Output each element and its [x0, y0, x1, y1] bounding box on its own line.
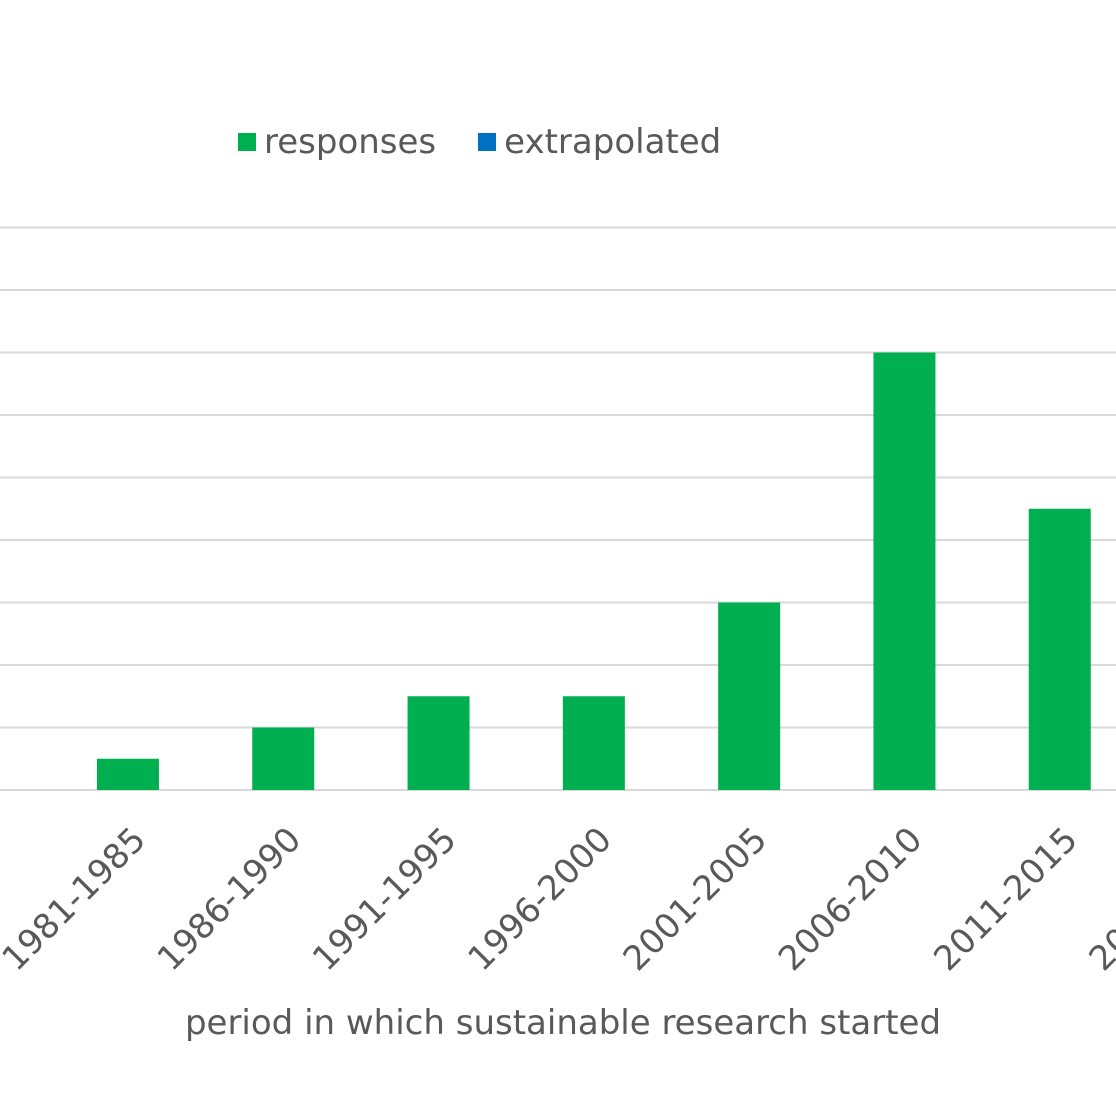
bar-responses-2001-2005 — [718, 602, 781, 790]
legend-swatch-extrapolated — [478, 133, 497, 151]
legend-item-responses: responses — [238, 122, 436, 162]
legend-item-extrapolated: extrapolated — [478, 122, 721, 162]
x-tick-label: 1986-1990 — [150, 820, 309, 979]
bar-responses-1981-1985 — [96, 758, 159, 790]
bar-responses-1996-2000 — [562, 696, 625, 790]
legend-swatch-responses — [238, 133, 256, 151]
bars — [96, 352, 1091, 790]
bar-responses-2011-2015 — [1028, 508, 1091, 790]
bar-responses-1986-1990 — [252, 727, 315, 790]
x-tick-label: 2001-2005 — [616, 820, 775, 979]
legend: responses extrapolated — [238, 122, 763, 162]
x-tick-label: 2011-2015 — [926, 820, 1085, 979]
x-tick-label: 1981-1985 — [0, 820, 154, 979]
x-axis-title: period in which sustainable research sta… — [184, 1003, 942, 1043]
gridlines — [0, 226, 1116, 729]
x-tick-label: 2006-2010 — [771, 820, 930, 979]
legend-label-extrapolated: extrapolated — [504, 122, 722, 162]
bar-responses-2006-2010 — [873, 352, 936, 790]
x-tick-label: 1991-1995 — [305, 820, 464, 979]
x-tick-label: 1996-2000 — [460, 820, 619, 979]
legend-label-responses: responses — [264, 122, 437, 162]
x-tick-labels: 1981-19851986-19901991-19951996-20002001… — [0, 820, 1116, 979]
bar-responses-1991-1995 — [407, 696, 470, 790]
x-tick-label: 2016-2020 — [1082, 820, 1116, 979]
